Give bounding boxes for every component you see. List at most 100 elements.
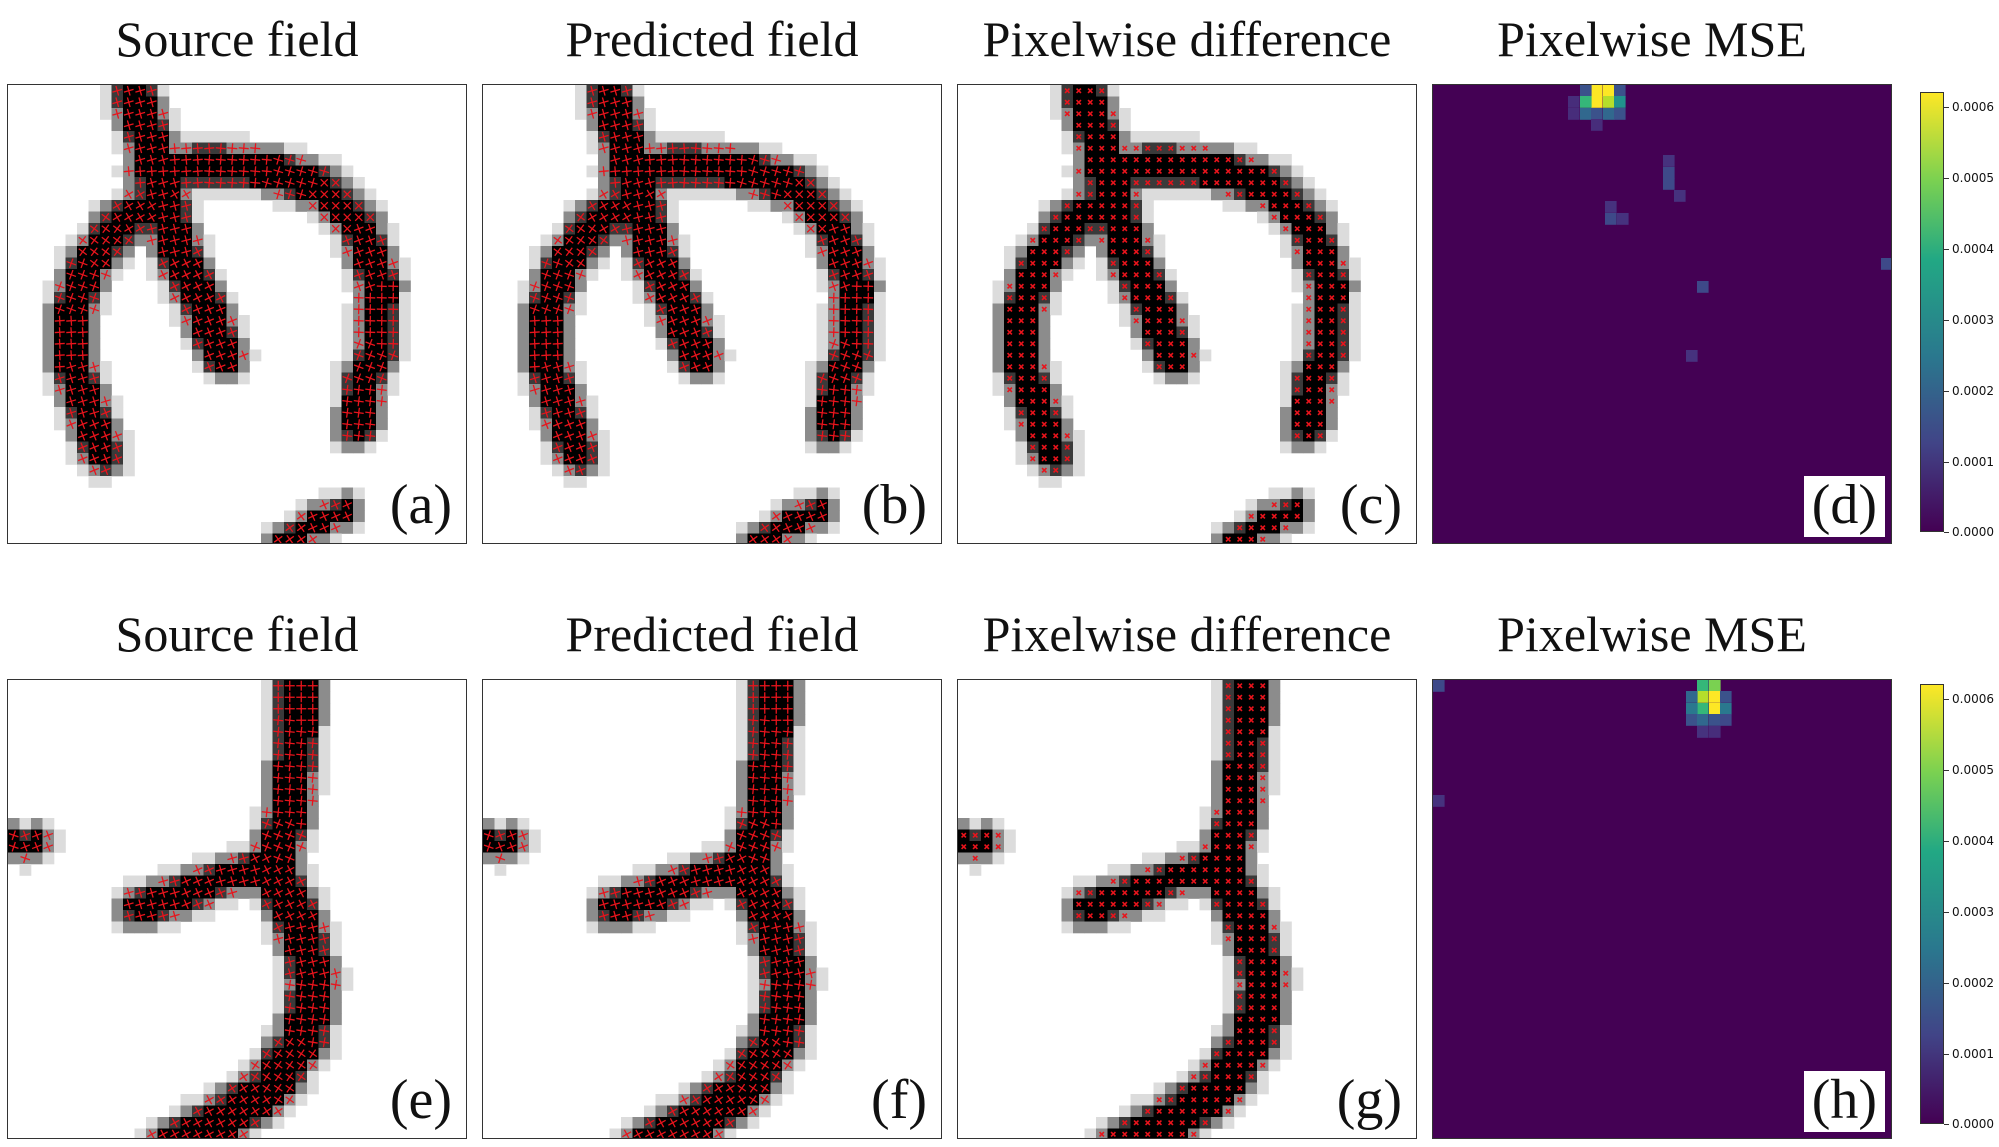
- field-pixel: [494, 818, 507, 830]
- mse-pixel: [1709, 680, 1721, 692]
- field-pixel: [874, 269, 886, 281]
- field-marker: [1052, 398, 1059, 405]
- field-marker: [828, 292, 839, 303]
- field-marker: [794, 1037, 805, 1048]
- field-pixel: [862, 372, 875, 385]
- field-marker: [736, 807, 747, 818]
- field-marker: [320, 213, 329, 222]
- field-marker: [1110, 156, 1117, 163]
- field-pixel: [782, 875, 794, 888]
- field-marker: [771, 899, 782, 910]
- field-marker: [851, 304, 862, 315]
- field-marker: [736, 876, 747, 887]
- field-marker: [89, 430, 100, 441]
- field-pixel: [1165, 131, 1177, 143]
- field-pixel: [1165, 898, 1177, 911]
- field-pixel: [180, 1105, 193, 1118]
- field-marker: [250, 1072, 260, 1082]
- field-marker: [1041, 432, 1048, 439]
- field-marker: [621, 166, 632, 177]
- field-marker: [158, 189, 169, 200]
- field-marker: [43, 830, 54, 841]
- field-marker: [1236, 832, 1243, 839]
- field-pixel: [874, 257, 886, 270]
- field-marker: [771, 795, 782, 806]
- field-pixel: [736, 749, 748, 761]
- field-pixel: [770, 499, 783, 511]
- field-marker: [564, 281, 575, 292]
- field-pixel: [1107, 921, 1120, 934]
- field-marker: [1064, 87, 1071, 94]
- field-marker: [1006, 294, 1013, 301]
- field-marker: [1156, 1108, 1163, 1115]
- field-marker: [610, 97, 621, 108]
- field-marker: [284, 738, 295, 749]
- field-marker: [656, 899, 667, 910]
- field-pixel: [1038, 211, 1051, 224]
- field-marker: [564, 373, 575, 384]
- field-marker: [1018, 260, 1025, 267]
- field-pixel: [632, 864, 645, 876]
- field-marker: [1317, 260, 1324, 267]
- field-marker: [1225, 1085, 1232, 1092]
- field-marker: [1006, 283, 1013, 290]
- field-pixel: [667, 349, 679, 362]
- field-marker: [1248, 924, 1255, 931]
- field-marker: [147, 201, 157, 211]
- field-marker: [633, 120, 644, 131]
- field-marker: [284, 841, 295, 852]
- field-pixel: [341, 303, 354, 316]
- field-pixel: [272, 979, 285, 991]
- field-marker: [725, 1106, 735, 1116]
- field-pixel: [1280, 384, 1292, 396]
- field-marker: [667, 154, 678, 165]
- field-marker: [1006, 306, 1013, 313]
- field-marker: [748, 680, 759, 691]
- field-pixel: [249, 349, 262, 362]
- field-marker: [1271, 168, 1278, 175]
- field-pixel: [100, 372, 112, 385]
- field-pixel: [307, 841, 319, 853]
- field-pixel: [1211, 737, 1223, 750]
- field-pixel: [598, 464, 610, 477]
- field-marker: [1225, 912, 1232, 919]
- field-marker: [169, 876, 180, 887]
- field-pixel: [1004, 418, 1016, 431]
- field-pixel: [1188, 841, 1200, 853]
- field-pixel: [517, 372, 530, 385]
- field-marker: [794, 945, 805, 956]
- field-marker: [668, 1118, 678, 1128]
- field-marker: [1259, 1027, 1266, 1034]
- field-marker: [307, 991, 318, 1002]
- field-pixel: [1268, 910, 1281, 922]
- field-pixel: [341, 349, 354, 362]
- field-marker: [215, 292, 226, 303]
- field-marker: [1317, 421, 1324, 428]
- field-marker: [353, 223, 364, 234]
- field-marker: [296, 922, 307, 933]
- field-marker: [983, 832, 990, 839]
- field-pixel: [678, 246, 691, 258]
- field-marker: [193, 1106, 203, 1116]
- field-marker: [1087, 225, 1094, 232]
- field-marker: [1179, 145, 1186, 152]
- field-marker: [1236, 1016, 1243, 1023]
- field-pixel: [318, 898, 331, 911]
- field-marker: [112, 247, 122, 257]
- field-pixel: [1280, 1013, 1292, 1026]
- field-marker: [736, 166, 747, 177]
- field-marker: [1259, 935, 1266, 942]
- field-pixel: [816, 177, 829, 189]
- field-marker: [100, 453, 111, 464]
- field-marker: [771, 784, 782, 795]
- field-pixel: [747, 533, 760, 543]
- field-marker: [227, 315, 238, 326]
- field-pixel: [261, 910, 273, 922]
- field-marker: [851, 396, 862, 407]
- field-pixel: [805, 395, 817, 408]
- field-marker: [1190, 855, 1197, 862]
- field-pixel: [793, 714, 806, 727]
- field-pixel: [1268, 737, 1281, 750]
- field-marker: [1144, 329, 1151, 336]
- field-marker: [192, 887, 203, 898]
